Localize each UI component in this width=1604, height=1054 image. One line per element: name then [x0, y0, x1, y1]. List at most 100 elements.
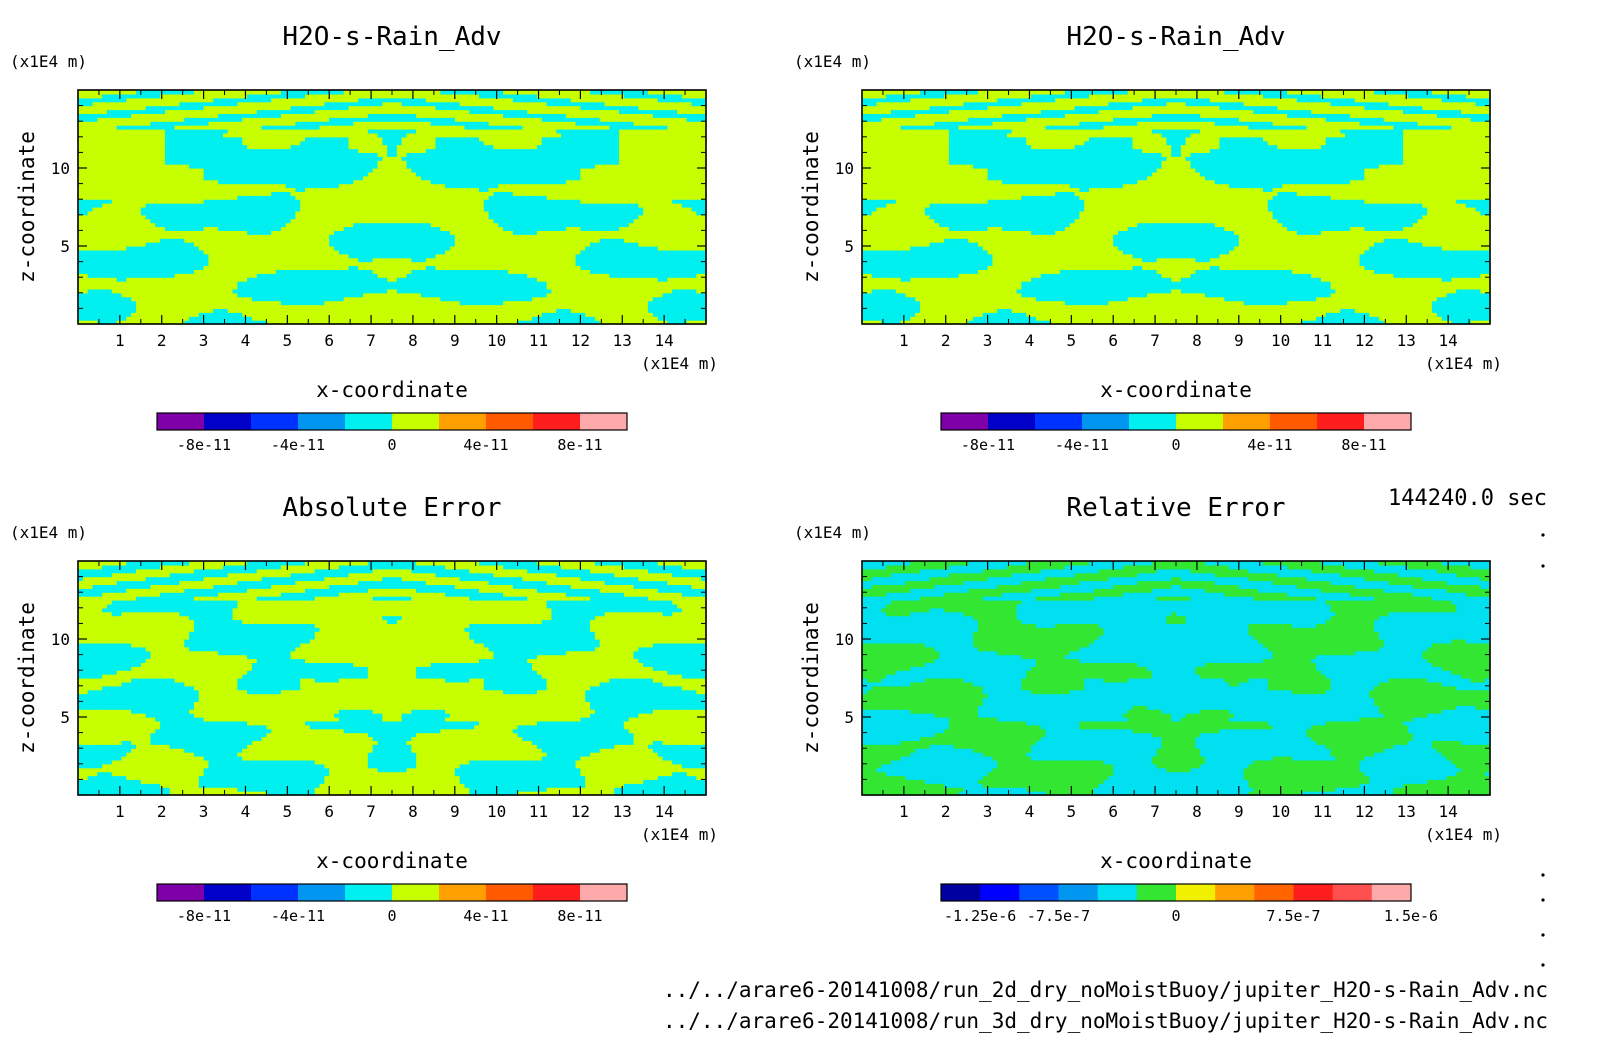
heatmap-cell	[242, 203, 247, 208]
heatmap-cell	[155, 219, 160, 224]
heatmap-cell	[310, 258, 315, 263]
heatmap-cell	[208, 164, 213, 169]
heatmap-cell	[107, 230, 112, 235]
heatmap-cell	[378, 180, 383, 185]
heatmap-cell	[387, 195, 392, 200]
heatmap-cell	[435, 242, 440, 247]
heatmap-cell	[305, 188, 310, 193]
heatmap-cell	[242, 281, 247, 286]
heatmap-cell	[184, 156, 189, 161]
heatmap-cell	[320, 137, 325, 142]
heatmap-cell	[97, 305, 102, 310]
heatmap-cell	[276, 269, 281, 274]
heatmap-cell	[97, 145, 102, 150]
heatmap-cell	[247, 223, 252, 228]
heatmap-cell	[141, 176, 146, 181]
heatmap-cell	[464, 254, 469, 258]
heatmap-cell	[426, 258, 431, 263]
heatmap-cell	[208, 223, 213, 228]
heatmap-cell	[392, 94, 397, 99]
heatmap-cell	[402, 250, 407, 255]
heatmap-cell	[165, 164, 170, 169]
heatmap-cell	[78, 281, 83, 286]
heatmap-cell	[339, 215, 344, 220]
heatmap-cell	[363, 281, 368, 286]
heatmap-cell	[411, 266, 416, 271]
heatmap-cell	[266, 254, 271, 258]
heatmap-cell	[440, 125, 445, 130]
heatmap-cell	[286, 262, 291, 267]
heatmap-cell	[179, 172, 184, 177]
heatmap-cell	[126, 160, 131, 165]
heatmap-cell	[300, 305, 305, 310]
heatmap-cell	[266, 246, 271, 251]
heatmap-cell	[242, 285, 247, 290]
heatmap-cell	[170, 223, 175, 228]
heatmap-cell	[228, 234, 233, 239]
heatmap-cell	[329, 297, 334, 302]
heatmap-cell	[141, 308, 146, 313]
heatmap-cell	[160, 230, 165, 235]
heatmap-cell	[242, 227, 247, 232]
heatmap-cell	[363, 125, 368, 130]
heatmap-cell	[262, 195, 267, 200]
heatmap-cell	[353, 149, 358, 154]
heatmap-cell	[189, 195, 194, 200]
heatmap-cell	[440, 262, 445, 267]
heatmap-cell	[189, 227, 194, 232]
heatmap-cell	[300, 312, 305, 317]
heatmap-cell	[329, 168, 334, 173]
heatmap-cell	[426, 199, 431, 204]
heatmap-cell	[329, 211, 334, 216]
heatmap-cell	[247, 188, 252, 193]
heatmap-cell	[213, 203, 218, 208]
heatmap-cell	[435, 281, 440, 286]
heatmap-cell	[141, 172, 146, 177]
heatmap-cell	[189, 160, 194, 165]
heatmap-cell	[460, 188, 465, 193]
heatmap-cell	[349, 254, 354, 258]
heatmap-cell	[305, 215, 310, 220]
heatmap-cell	[411, 273, 416, 278]
heatmap-cell	[295, 133, 300, 138]
heatmap-cell	[310, 242, 315, 247]
heatmap-cell	[107, 160, 112, 165]
heatmap-cell	[349, 266, 354, 271]
heatmap-cell	[305, 129, 310, 134]
heatmap-cell	[146, 176, 151, 181]
heatmap-cell	[431, 207, 436, 212]
heatmap-cell	[392, 121, 397, 126]
heatmap-cell	[295, 121, 300, 126]
heatmap-cell	[262, 258, 267, 263]
heatmap-cell	[339, 254, 344, 258]
heatmap-cell	[247, 285, 252, 290]
heatmap-cell	[276, 246, 281, 251]
heatmap-cell	[358, 301, 363, 306]
heatmap-cell	[469, 125, 474, 130]
heatmap-cell	[392, 305, 397, 310]
heatmap-cell	[247, 273, 252, 278]
heatmap-cell	[208, 98, 213, 103]
heatmap-cell	[266, 289, 271, 294]
heatmap-cell	[146, 219, 151, 224]
heatmap-cell	[136, 133, 141, 138]
heatmap-cell	[329, 121, 334, 126]
heatmap-cell	[440, 234, 445, 239]
heatmap-cell	[474, 129, 479, 134]
heatmap-cell	[329, 223, 334, 228]
heatmap-cell	[406, 262, 411, 267]
heatmap-cell	[146, 195, 151, 200]
heatmap-cell	[233, 211, 238, 216]
heatmap-cell	[88, 94, 93, 99]
heatmap-cell	[397, 227, 402, 232]
heatmap-cell	[160, 312, 165, 317]
heatmap-cell	[121, 203, 126, 208]
heatmap-cell	[460, 273, 465, 278]
heatmap-cell	[315, 242, 320, 247]
heatmap-cell	[228, 293, 233, 298]
heatmap-cell	[262, 172, 267, 177]
heatmap-cell	[252, 219, 257, 224]
heatmap-cell	[460, 269, 465, 274]
heatmap-cell	[228, 305, 233, 310]
heatmap-cell	[92, 145, 97, 150]
